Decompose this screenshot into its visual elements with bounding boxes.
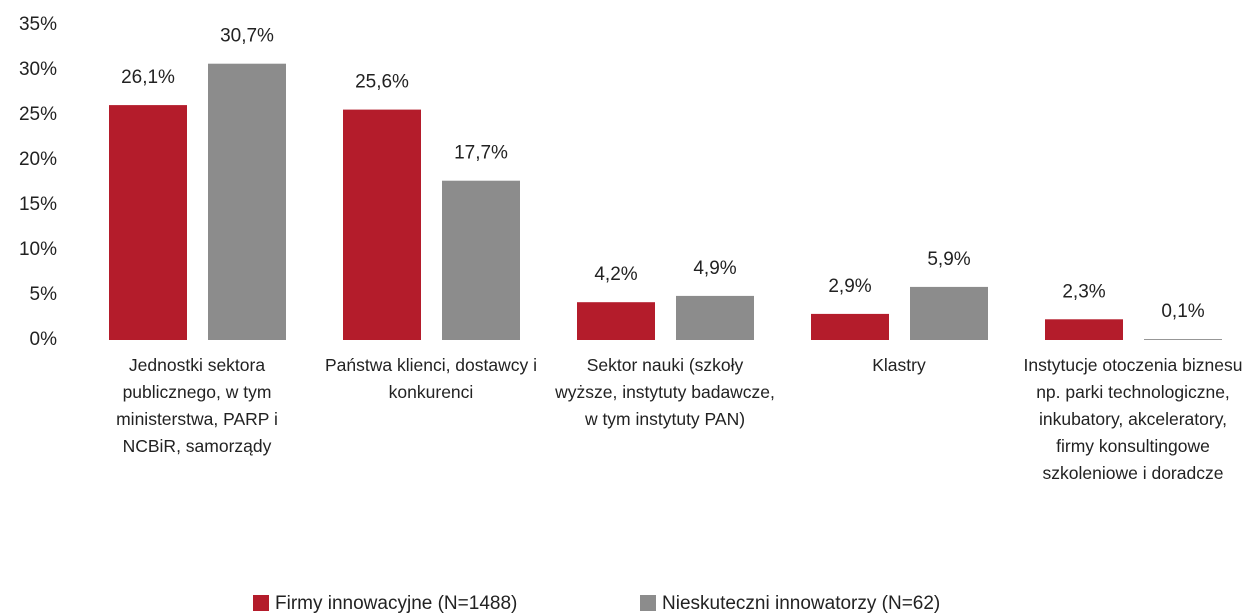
- bar: [676, 295, 754, 340]
- bar: [208, 63, 286, 340]
- y-tick-label: 0%: [30, 329, 58, 350]
- x-tick-label: Jednostki sektora publicznego, w tym minis…: [116, 355, 278, 456]
- bar: [442, 180, 520, 340]
- value-label: 4,2%: [594, 264, 637, 285]
- bar: [1144, 339, 1222, 340]
- y-tick-label: 20%: [19, 149, 57, 170]
- bar: [343, 109, 421, 340]
- y-tick-label: 30%: [19, 59, 57, 80]
- legend-swatch: [640, 595, 656, 611]
- value-label: 2,9%: [828, 276, 871, 297]
- bar: [109, 105, 187, 340]
- value-label: 17,7%: [454, 143, 508, 164]
- value-label: 4,9%: [693, 258, 736, 279]
- y-tick-label: 35%: [19, 14, 57, 35]
- bar: [811, 313, 889, 340]
- value-label: 26,1%: [121, 67, 175, 88]
- y-tick-label: 10%: [19, 239, 57, 260]
- value-label: 0,1%: [1161, 301, 1204, 322]
- y-tick-label: 15%: [19, 194, 57, 215]
- value-label: 2,3%: [1062, 281, 1105, 302]
- value-label: 25,6%: [355, 72, 409, 93]
- legend-label: Firmy innowacyjne (N=1488): [275, 593, 517, 613]
- x-tick-label: Sektor nauki (szkoły wyższe, instytuty ba…: [554, 355, 775, 429]
- value-label: 30,7%: [220, 26, 274, 47]
- bar: [1045, 319, 1123, 340]
- y-tick-label: 25%: [19, 104, 57, 125]
- x-tick-label: Instytucje otoczenia biznesu np. parki te…: [1024, 355, 1243, 483]
- y-tick-label: 5%: [30, 284, 58, 305]
- x-tick-label: Państwa klienci, dostawcy i konkurenci: [325, 355, 537, 402]
- bar: [910, 286, 988, 340]
- value-label: 5,9%: [927, 249, 970, 270]
- x-tick-label: Klastry: [872, 355, 926, 375]
- bar: [577, 302, 655, 340]
- legend-label: Nieskuteczni innowatorzy (N=62): [662, 593, 940, 613]
- legend-swatch: [253, 595, 269, 611]
